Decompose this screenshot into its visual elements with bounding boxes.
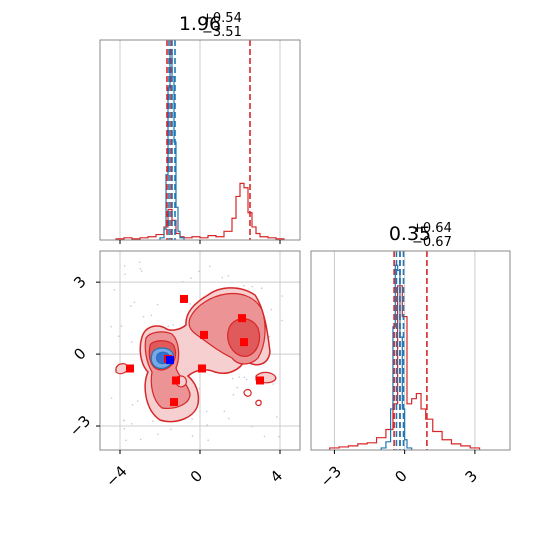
scatter-noise-point: [110, 397, 113, 399]
scatter-noise-point: [242, 284, 245, 287]
scatter-noise-point: [209, 265, 211, 268]
y-tick-label-1: 0: [70, 344, 89, 363]
scatter-noise-point: [205, 410, 208, 413]
scatter-noise-point: [129, 305, 132, 307]
x-tick-label-1: 0: [187, 467, 206, 486]
scatter-noise-point: [125, 439, 127, 442]
panel-bottom-right-title-plus: +0.64: [412, 221, 452, 236]
contour-red-small-blob: [243, 388, 252, 397]
scatter-noise-point: [139, 267, 142, 270]
scatter-noise-point: [250, 425, 253, 428]
panel-top-left-histogram: 1.96 +0.54 −3.51: [99, 11, 301, 244]
scatter-noise-point: [278, 435, 280, 438]
panel-top-left-title-plus: +0.54: [202, 11, 242, 26]
scatter-noise-point: [260, 287, 263, 290]
scatter-noise-point: [139, 438, 142, 441]
x-tick-label-2: 3: [462, 467, 481, 486]
scatter-noise-point: [136, 400, 139, 402]
x-tick-label-0: −3: [317, 462, 345, 490]
panel-bottom-left-contour: −4 0 4 −3 0 3: [66, 250, 301, 491]
scatter-noise-point: [190, 277, 192, 280]
contour-red-core-right: [227, 318, 261, 357]
scatter-noise-point: [207, 439, 209, 441]
scatter-red-marker-7: [198, 364, 206, 373]
scatter-noise-point: [231, 377, 234, 380]
scatter-blue-marker-0: [166, 356, 174, 365]
scatter-noise-point: [181, 280, 184, 283]
scatter-noise-point: [263, 435, 266, 438]
contour-layer: [110, 261, 283, 442]
scatter-red-marker-5: [238, 314, 246, 323]
scatter-noise-point: [189, 303, 192, 305]
scatter-noise-point: [245, 378, 248, 381]
panel-bottom-right-title: 0.35: [389, 223, 431, 245]
scatter-noise-point: [123, 419, 125, 422]
scatter-noise-point: [156, 303, 159, 306]
scatter-red-marker-8: [256, 376, 264, 385]
scatter-noise-point: [198, 387, 201, 390]
scatter-red-marker-2: [200, 330, 208, 339]
scatter-noise-point: [110, 325, 113, 328]
scatter-noise-point: [268, 336, 271, 338]
scatter-noise-point: [232, 393, 235, 396]
scatter-noise-point: [281, 319, 283, 322]
scatter-noise-point: [206, 424, 208, 426]
scatter-noise-point: [142, 315, 145, 318]
scatter-noise-point: [140, 270, 143, 272]
scatter-noise-point: [131, 403, 134, 406]
scatter-noise-point: [123, 264, 126, 267]
scatter-noise-point: [120, 325, 123, 327]
scatter-noise-point: [130, 341, 133, 343]
scatter-noise-point: [167, 325, 170, 328]
histogram-red-series: [115, 182, 285, 240]
histogram-blue-series: [380, 264, 413, 450]
scatter-noise-point: [133, 301, 136, 304]
y-tick-label-2: 3: [70, 272, 89, 291]
histogram-red-series: [329, 285, 481, 450]
scatter-noise-point: [281, 295, 283, 297]
panel-top-left-title: 1.96: [179, 13, 221, 35]
scatter-noise-point: [191, 435, 194, 437]
scatter-red-marker-3: [172, 376, 180, 385]
panel-top-left-title-minus: −3.51: [202, 25, 242, 40]
scatter-noise-point: [198, 270, 200, 273]
scatter-noise-point: [272, 383, 274, 385]
scatter-noise-point: [113, 289, 116, 291]
scatter-noise-point: [124, 273, 126, 276]
scatter-noise-point: [223, 410, 226, 413]
scatter-noise-point: [170, 428, 172, 431]
contour-red-small-blob-2: [255, 399, 262, 407]
scatter-noise-point: [251, 285, 254, 288]
scatter-noise-point: [130, 423, 133, 425]
panel-bottom-right-frame: [310, 250, 511, 451]
scatter-noise-point: [243, 376, 246, 379]
scatter-noise-point: [227, 274, 230, 277]
scatter-noise-point: [117, 335, 120, 338]
scatter-noise-point: [238, 376, 240, 378]
scatter-noise-point: [270, 308, 273, 311]
y-tick-label-0: −3: [66, 412, 94, 440]
scatter-noise-point: [221, 276, 224, 279]
scatter-red-marker-0: [126, 364, 134, 373]
scatter-noise-point: [150, 314, 153, 317]
x-tick-label-2: 4: [267, 467, 286, 486]
panel-bottom-right-title-minus: −0.67: [412, 235, 452, 250]
scatter-noise-point: [123, 427, 126, 430]
scatter-red-marker-6: [240, 338, 248, 347]
scatter-noise-point: [236, 386, 239, 389]
scatter-noise-point: [276, 416, 278, 418]
scatter-noise-point: [172, 324, 175, 326]
scatter-noise-point: [138, 261, 141, 263]
scatter-noise-point: [157, 433, 159, 435]
scatter-noise-point: [152, 420, 154, 422]
scatter-red-marker-1: [180, 294, 188, 303]
panel-bottom-right-histogram: −3 0 3 0.35 +0.64 −0.67: [310, 221, 511, 491]
scatter-noise-point: [228, 417, 230, 420]
x-tick-label-1: 0: [391, 467, 410, 486]
scatter-red-marker-4: [170, 398, 178, 407]
scatter-noise-point: [191, 418, 193, 420]
x-tick-label-0: −4: [102, 462, 130, 490]
